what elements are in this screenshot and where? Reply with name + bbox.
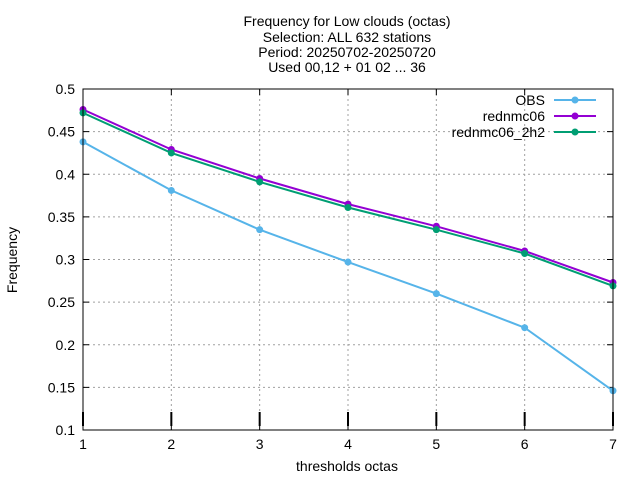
series-group [79,105,617,395]
plot-frame [82,88,614,431]
data-point [432,226,440,234]
data-point [521,250,529,258]
x-tick-labels: 1 2 3 4 5 6 7 [79,436,617,452]
chart-title-line-1: Frequency for Low clouds (octas) [244,13,451,29]
series-rednmc06_2h2 [79,109,617,290]
data-point [432,290,440,298]
y-tick-label: 0.25 [48,294,75,310]
x-tick-label: 5 [432,436,440,452]
y-tick-labels: 0.1 0.15 0.2 0.25 0.3 0.35 0.4 0.45 0.5 [48,81,75,438]
chart-title-line-4: Used 00,12 + 01 02 ... 36 [268,59,426,75]
x-tick-label: 3 [256,436,264,452]
data-point [167,149,175,157]
data-point [256,226,264,234]
x-tick-label: 4 [344,436,352,452]
y-tick-label: 0.15 [48,379,75,395]
legend-label: OBS [515,92,545,108]
x-tick-label: 6 [521,436,529,452]
y-axis-label: Frequency [4,227,20,293]
chart-title: Frequency for Low clouds (octas) Selecti… [244,13,451,75]
y-tick-label: 0.45 [48,124,75,140]
y-tick-label: 0.2 [56,337,76,353]
x-tick-label: 7 [609,436,617,452]
y-tick-label: 0.35 [48,209,75,225]
legend-marker [571,96,579,104]
x-axis-label: thresholds octas [296,458,398,474]
data-point [167,186,175,194]
y-tick-label: 0.3 [56,252,76,268]
legend-label: rednmc06 [483,108,545,124]
x-tick-label: 2 [167,436,175,452]
legend-label: rednmc06_2h2 [452,124,546,140]
legend-marker [571,128,579,136]
chart-title-line-2: Selection: ALL 632 stations [263,29,431,45]
y-tick-label: 0.5 [56,81,76,97]
data-point [521,324,529,332]
chart-title-line-3: Period: 20250702-20250720 [258,44,436,60]
x-tick-label: 1 [79,436,87,452]
y-tick-label: 0.1 [56,422,76,438]
y-tick-label: 0.4 [56,166,76,182]
data-point [344,203,352,211]
legend-marker [571,112,579,120]
data-point [256,178,264,186]
data-point [344,258,352,266]
